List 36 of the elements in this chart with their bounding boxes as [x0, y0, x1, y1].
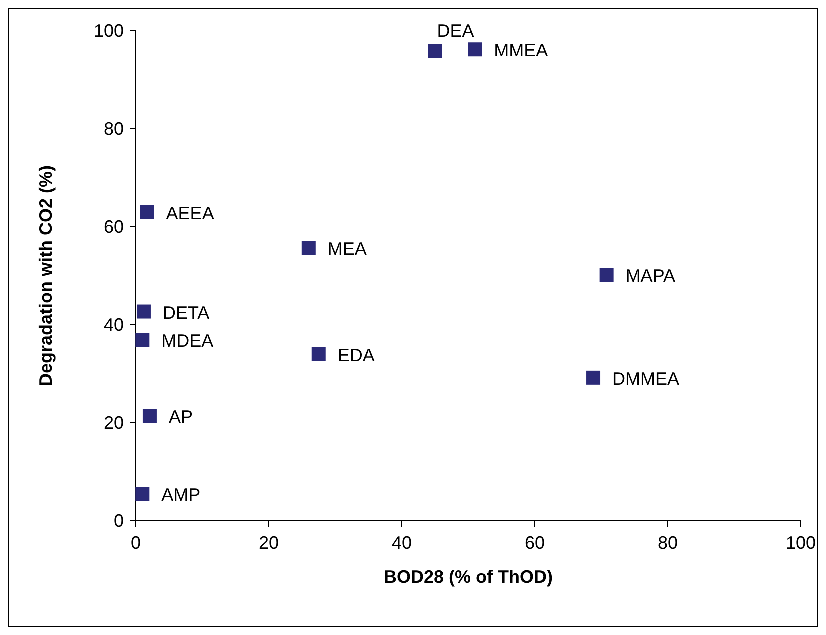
x-tick-label: 100	[786, 533, 816, 553]
point	[302, 241, 316, 256]
y-tick-label: 60	[104, 217, 124, 237]
annotation: AP	[168, 407, 193, 428]
y-tick-label: 80	[104, 119, 124, 139]
y-axis-title: Degradation with CO2 (%)	[36, 165, 56, 387]
annotation: DMMEA	[612, 368, 680, 389]
y-tick-label: 40	[104, 315, 124, 335]
point	[136, 333, 150, 348]
point	[140, 205, 154, 220]
annotation: AEEA	[166, 203, 214, 224]
annotation: DETA	[162, 302, 210, 323]
x-tick-label: 80	[658, 533, 678, 553]
point	[136, 487, 150, 502]
y-tick-label: 100	[94, 21, 124, 41]
point	[468, 42, 482, 57]
point	[428, 44, 442, 58]
y-tick-label: 0	[114, 511, 124, 531]
point	[586, 370, 601, 385]
point	[136, 304, 151, 319]
annotation: EDA	[338, 345, 375, 366]
x-tick-label: 60	[524, 533, 546, 553]
point	[600, 268, 614, 282]
annotation: AMP	[162, 485, 201, 506]
x-axis-title: BOD28 (% of ThOD)	[384, 567, 553, 587]
x-tick-label: 0	[130, 533, 142, 553]
annotation: MDEA	[162, 331, 214, 352]
x-tick-label: 40	[392, 533, 412, 553]
x-tick-label: 20	[258, 533, 280, 553]
point	[142, 409, 157, 424]
annotation: MEA	[328, 239, 367, 260]
y-tick-label: 20	[104, 413, 124, 433]
annotation: MMEA	[494, 40, 548, 61]
annotation: MAPA	[626, 266, 676, 286]
annotation: DEA	[437, 21, 474, 42]
point	[312, 347, 326, 362]
